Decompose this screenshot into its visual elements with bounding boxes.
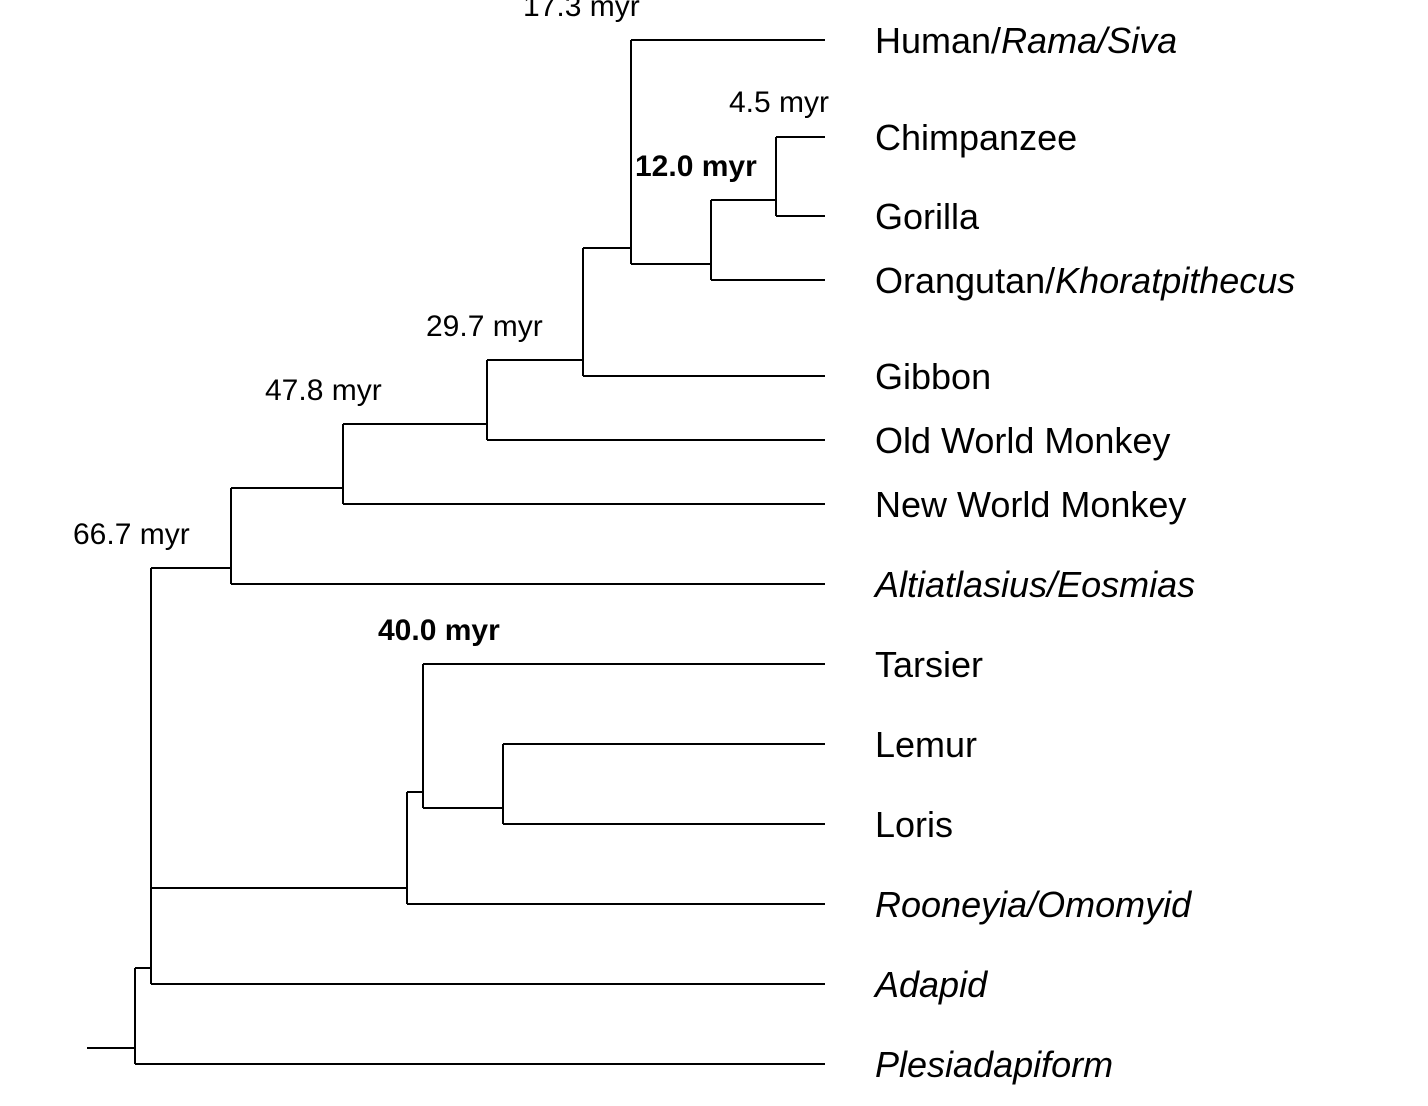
taxon-label-part: Loris xyxy=(875,804,953,845)
taxon-label-part: New World Monkey xyxy=(875,484,1186,525)
taxon-labels: Human/Rama/Siva Chimpanzee Gorilla Oranguta… xyxy=(873,20,1295,1085)
taxon-label-part: Tarsier xyxy=(875,644,983,685)
taxon-label-lemur: Lemur xyxy=(875,724,977,765)
taxon-label-loris: Loris xyxy=(875,804,953,845)
taxon-label-gorilla: Gorilla xyxy=(875,196,980,237)
node-age-human-ape: 17.3 myr xyxy=(523,0,640,23)
node-age-strepsirrhine-tarsier: 40.0 myr xyxy=(378,614,500,647)
taxon-label-part: Orangutan/ xyxy=(875,260,1055,301)
taxon-label-adapid: Adapid xyxy=(873,964,988,1005)
node-age-chimp-gorilla: 4.5 myr xyxy=(729,86,829,119)
taxon-label-rooneyia: Rooneyia/Omomyid xyxy=(875,884,1192,925)
taxon-label-part: Plesiadapiform xyxy=(875,1044,1113,1085)
taxon-label-owm: Old World Monkey xyxy=(875,420,1170,461)
taxon-label-orang: Orangutan/Khoratpithecus xyxy=(875,260,1295,301)
taxon-label-part: Gibbon xyxy=(875,356,991,397)
taxon-label-chimp: Chimpanzee xyxy=(875,117,1077,158)
taxon-label-part: Lemur xyxy=(875,724,977,765)
node-age-hominoid: 29.7 myr xyxy=(426,310,543,343)
taxon-label-part: Rooneyia/Omomyid xyxy=(875,884,1192,925)
tree-branches xyxy=(87,39,825,1065)
taxon-label-plesiadapiform: Plesiadapiform xyxy=(875,1044,1113,1085)
taxon-label-part: Human/ xyxy=(875,20,1001,61)
taxon-label-nwm: New World Monkey xyxy=(875,484,1186,525)
node-age-labels: 17.3 myr 4.5 myr 12.0 myr 29.7 myr 47.8 myr 6… xyxy=(73,0,829,647)
node-age-african-asian-apes: 12.0 myr xyxy=(635,150,757,183)
taxon-label-part: Chimpanzee xyxy=(875,117,1077,158)
node-age-anthropoid-stem: 66.7 myr xyxy=(73,518,190,551)
taxon-label-part: Adapid xyxy=(873,964,988,1005)
taxon-label-part: Old World Monkey xyxy=(875,420,1170,461)
taxon-label-gibbon: Gibbon xyxy=(875,356,991,397)
node-age-anthropoid: 47.8 myr xyxy=(265,374,382,407)
taxon-label-alti: Altiatlasius/Eosmias xyxy=(873,564,1195,605)
taxon-label-human: Human/Rama/Siva xyxy=(875,20,1177,61)
taxon-label-part: Gorilla xyxy=(875,196,980,237)
taxon-label-part: Rama/Siva xyxy=(1001,20,1177,61)
taxon-label-part: Altiatlasius/Eosmias xyxy=(873,564,1195,605)
taxon-label-tarsier: Tarsier xyxy=(875,644,983,685)
taxon-label-part: Khoratpithecus xyxy=(1055,260,1295,301)
